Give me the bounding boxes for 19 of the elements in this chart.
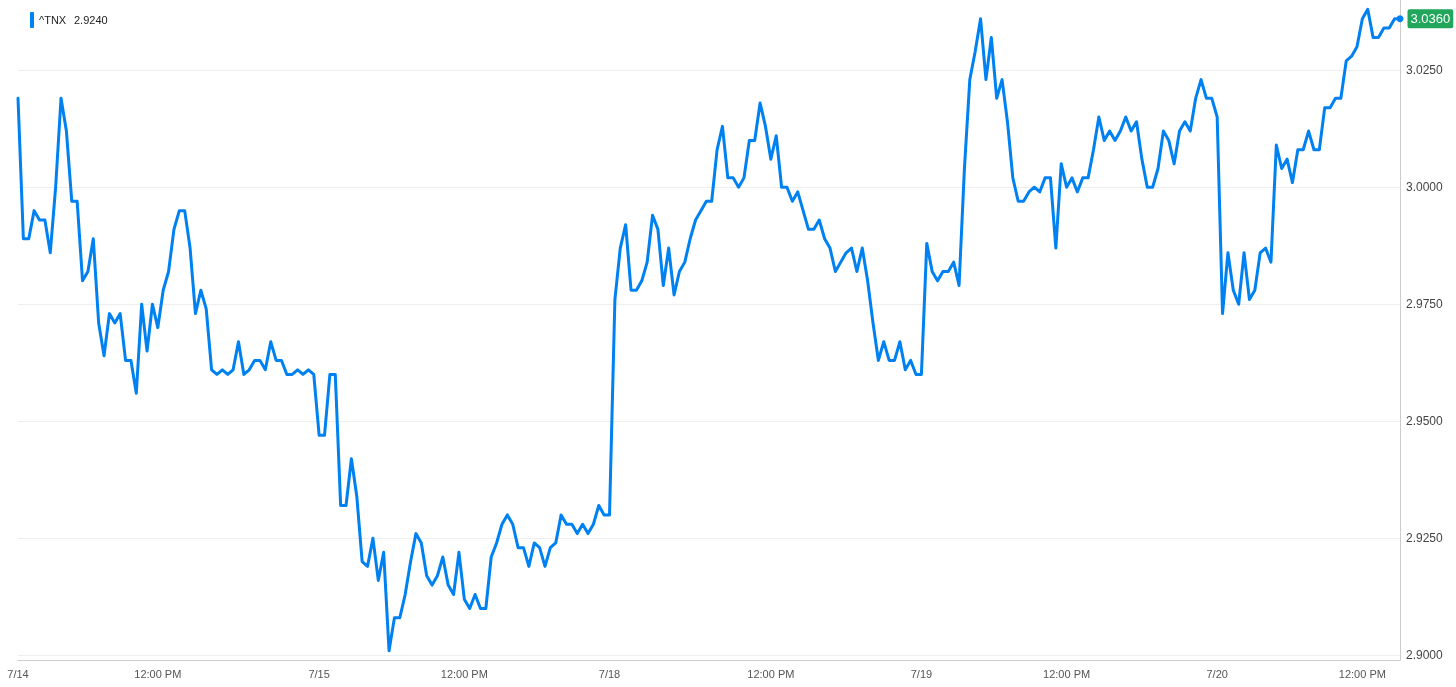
x-tick-label: 12:00 PM (1338, 667, 1386, 680)
x-tick-label: 7/19 (910, 667, 933, 680)
y-tick-label: 2.9500 (1406, 414, 1444, 429)
text: 3.0360 (1410, 11, 1451, 27)
x-tick-label: 7/14 (7, 667, 29, 680)
x-tick-label: 12:00 PM (747, 667, 795, 680)
x-tick-label: 7/18 (598, 667, 621, 680)
annotation: 2.9240 (74, 13, 108, 26)
y-tick-label: 3.0000 (1406, 180, 1444, 195)
x-tick-label: 12:00 PM (440, 667, 488, 680)
x-tick-label: 12:00 PM (134, 667, 182, 680)
x-tick-label: 7/15 (308, 667, 330, 680)
y-tick-label: 2.9250 (1406, 531, 1444, 546)
x-tick-label: 12:00 PM (1043, 667, 1091, 680)
y-tick-label: 2.9000 (1406, 648, 1444, 663)
y-tick-label: 3.0250 (1406, 63, 1444, 78)
legend-label: ^TNX (39, 14, 67, 26)
y-tick-label: 2.9750 (1406, 297, 1444, 312)
x-tick-label: 7/20 (1206, 667, 1228, 680)
